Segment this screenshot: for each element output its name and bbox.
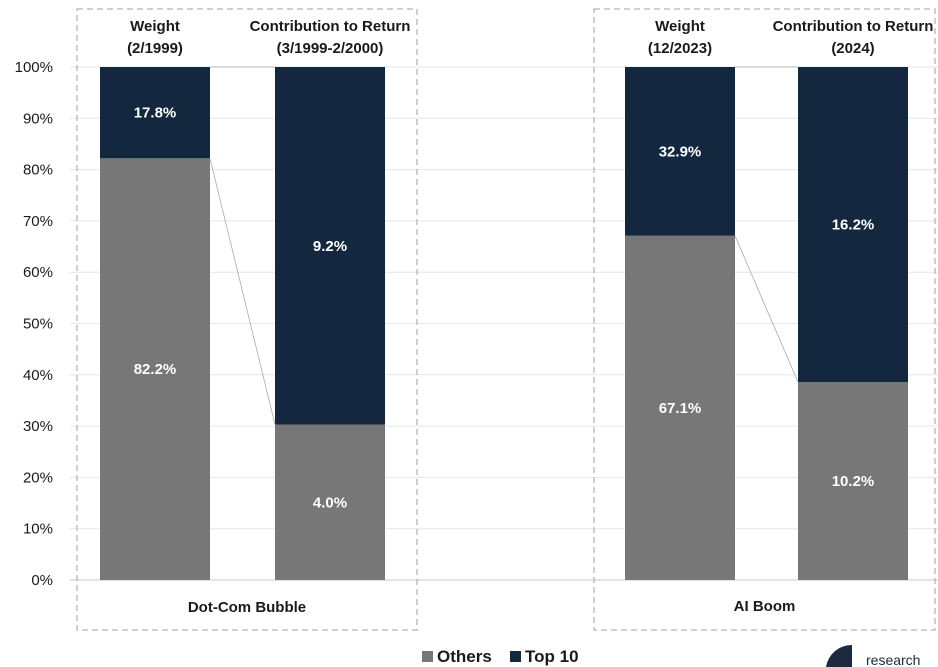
group-frame: [593, 8, 936, 631]
bar-others: [100, 158, 210, 580]
bar-header: Weight: [655, 18, 705, 35]
bar-top10: [100, 67, 210, 159]
legend-others-swatch: [422, 651, 433, 662]
bar-header: (2024): [831, 40, 874, 57]
y-tick-label: 80%: [23, 162, 53, 179]
group-frame: [76, 8, 418, 631]
bar-header: Contribution to Return: [773, 18, 934, 35]
value-labels: 82.2% 17.8% 4.0% 9.2% 67.1% 32.9% 10.2% 16.2%: [134, 105, 875, 512]
group-labels: Dot-Com Bubble AI Boom: [188, 598, 796, 616]
bar-header: (12/2023): [648, 40, 712, 57]
bar-header: Contribution to Return: [250, 18, 411, 35]
y-tick-label: 100%: [15, 59, 53, 76]
logo-mark-icon: [826, 644, 852, 667]
connector-line: [209, 158, 276, 425]
value-label-top10: 16.2%: [832, 216, 875, 233]
y-tick-label: 20%: [23, 469, 53, 486]
legend-top10-swatch: [510, 651, 521, 662]
y-tick-label: 10%: [23, 521, 53, 538]
value-label-others: 4.0%: [313, 494, 347, 511]
logo-text: research: [866, 652, 920, 667]
connector-lines: [209, 66, 799, 425]
group-label: Dot-Com Bubble: [188, 599, 306, 616]
y-tick-label: 60%: [23, 264, 53, 281]
value-label-others: 10.2%: [832, 473, 875, 490]
y-tick-label: 50%: [23, 316, 53, 333]
y-tick-label: 0%: [31, 572, 53, 589]
y-tick-label: 30%: [23, 418, 53, 435]
bar-top10: [798, 67, 908, 382]
bar-headers: Weight (2/1999) Contribution to Return (3/1…: [127, 18, 933, 57]
y-tick-label: 90%: [23, 110, 53, 127]
value-label-others: 82.2%: [134, 361, 177, 378]
group-frames: [76, 8, 936, 631]
y-tick-label: 70%: [23, 213, 53, 230]
bar-others: [275, 424, 385, 580]
bar-header: Weight: [130, 18, 180, 35]
bar-header: (3/1999-2/2000): [277, 40, 384, 57]
value-label-others: 67.1%: [659, 400, 702, 417]
bar-top10: [625, 67, 735, 236]
value-label-top10: 32.9%: [659, 143, 702, 160]
value-label-top10: 9.2%: [313, 238, 347, 255]
bar-header: (2/1999): [127, 40, 183, 57]
legend: Others Top 10: [422, 647, 579, 666]
brand-logo: research: [826, 644, 920, 667]
bars: [100, 67, 908, 581]
bar-others: [625, 235, 735, 581]
legend-top10-label: Top 10: [525, 647, 579, 666]
bar-top10: [275, 67, 385, 425]
legend-others-label: Others: [437, 647, 492, 666]
value-label-top10: 17.8%: [134, 105, 177, 122]
y-axis: 0% 10% 20% 30% 40% 50% 60% 70% 80% 90% 100%: [15, 59, 53, 589]
connector-line: [734, 235, 799, 383]
group-label: AI Boom: [734, 598, 796, 615]
bar-others: [798, 381, 908, 580]
y-tick-label: 40%: [23, 367, 53, 384]
